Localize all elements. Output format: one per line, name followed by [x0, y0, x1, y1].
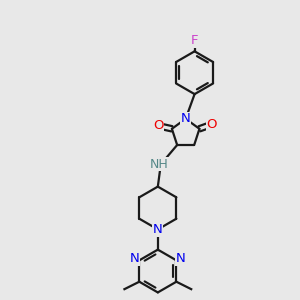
Text: O: O: [207, 118, 217, 131]
Text: N: N: [130, 252, 140, 265]
Text: N: N: [176, 252, 186, 265]
Text: NH: NH: [150, 158, 169, 171]
Text: F: F: [191, 34, 198, 47]
Text: N: N: [181, 112, 190, 125]
Text: O: O: [153, 119, 164, 132]
Text: N: N: [153, 223, 163, 236]
